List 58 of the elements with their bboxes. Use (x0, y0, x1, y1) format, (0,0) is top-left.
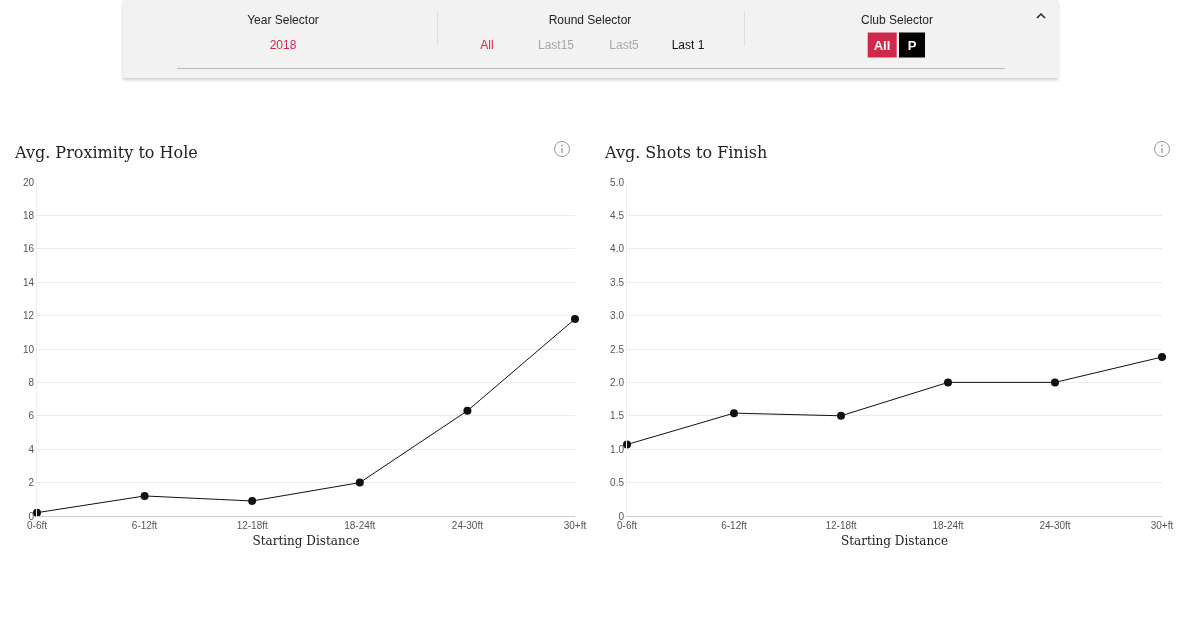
y-tick-label: 3.5 (610, 276, 625, 288)
text: All (867, 32, 897, 58)
y-tick-label: 2.0 (610, 376, 625, 388)
y-tick-label: 5.0 (610, 176, 625, 188)
x-tick-label: 30+ft (1150, 520, 1174, 531)
x-tick-label: 6-12ft (721, 520, 747, 531)
x-tick-label: 18-24ft (932, 520, 964, 531)
x-tick-label: 24-30ft (1039, 520, 1071, 531)
point (248, 496, 257, 505)
point (837, 411, 845, 420)
y-tick-label: 4 (28, 443, 35, 455)
point (571, 314, 579, 323)
y-tick-label: 4.0 (610, 243, 625, 255)
chart-title: Avg. Proximity to Hole (14, 142, 198, 162)
y-tick-label: 2.5 (610, 343, 625, 355)
y-tick-label: 20 (22, 176, 35, 188)
x-axis-title: Starting Distance (252, 533, 360, 548)
point (140, 491, 149, 500)
y-tick-label: 14 (22, 276, 35, 288)
x-tick-label: 18-24ft (344, 520, 376, 531)
chart-title: Avg. Shots to Finish (604, 142, 768, 162)
x-tick-label: 24-30ft (451, 520, 484, 531)
y-tick-label: 0 (28, 510, 35, 522)
y-tick-label: 1.5 (610, 410, 625, 422)
text: Last5 (609, 38, 639, 52)
x-tick-label: 12-18ft (236, 520, 268, 531)
text: Year Selector (247, 13, 319, 27)
point (944, 378, 952, 387)
y-tick-label: 16 (22, 243, 35, 255)
x-tick-label: 30+ft (563, 520, 587, 531)
x-tick-label: 12-18ft (825, 520, 857, 531)
y-tick-label: 12 (22, 310, 35, 322)
y-tick-label: 4.5 (610, 209, 625, 221)
y-tick-label: 2 (28, 477, 35, 489)
x-tick-label: 6-12ft (131, 520, 158, 531)
y-tick-label: 1.0 (610, 443, 625, 455)
text: All (480, 38, 494, 52)
y-tick-label: 0 (618, 510, 625, 522)
x-axis-title: Starting Distance (841, 533, 948, 548)
point (355, 478, 364, 487)
text: 2018 (269, 38, 297, 52)
point (1051, 378, 1059, 387)
point (730, 409, 738, 418)
text: P (899, 32, 925, 58)
y-tick-label: 3.0 (610, 310, 625, 322)
x-tick-label: 0-6ft (26, 520, 48, 531)
y-tick-label: 6 (28, 410, 35, 422)
text: Round Selector (548, 13, 632, 27)
y-tick-label: 8 (28, 376, 35, 388)
y-tick-label: 18 (22, 209, 35, 221)
text: Last 1 (671, 38, 705, 52)
point (1158, 353, 1166, 362)
y-tick-label: 10 (22, 343, 35, 355)
text: Last15 (537, 38, 575, 52)
y-tick-label: 0.5 (610, 477, 625, 489)
text: Club Selector (860, 13, 934, 27)
x-tick-label: 0-6ft (616, 520, 638, 531)
point (463, 406, 472, 415)
